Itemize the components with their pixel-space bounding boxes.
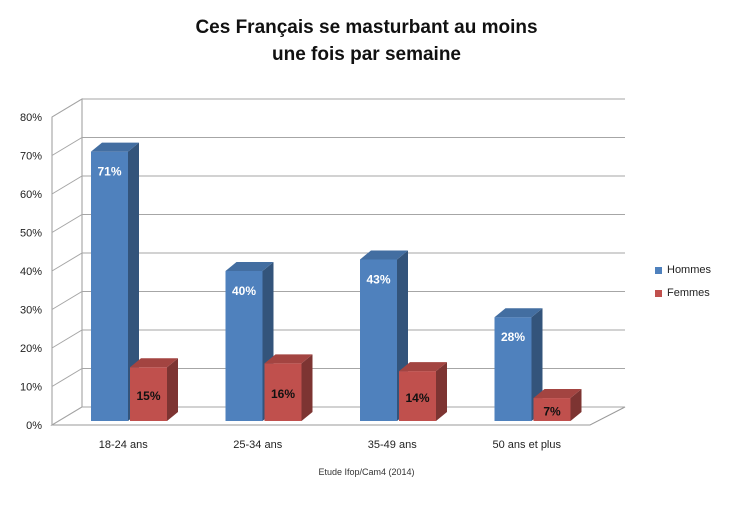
bar-hommes-2 <box>360 259 397 421</box>
gridline <box>51 175 625 195</box>
legend: Hommes Femmes <box>655 262 711 308</box>
bar-top-hommes-3 <box>494 308 543 318</box>
legend-swatch-hommes <box>655 266 662 274</box>
gridline <box>51 329 625 349</box>
y-tick-label: 10% <box>20 382 42 394</box>
legend-label-femmes: Femmes <box>667 287 710 299</box>
bar-top-femmes-1 <box>264 354 313 364</box>
data-label-hommes-2: 43% <box>366 272 390 286</box>
x-tick-label: 25-34 ans <box>233 439 282 451</box>
data-label-hommes-1: 40% <box>232 284 256 298</box>
bar-side-femmes-3 <box>570 389 582 421</box>
y-tick-label: 80% <box>20 112 42 124</box>
bar-hommes-3 <box>494 317 532 421</box>
bar-side-hommes-0 <box>128 142 139 421</box>
data-label-femmes-2: 14% <box>405 391 429 405</box>
y-tick-label: 40% <box>20 266 42 278</box>
legend-swatch-femmes <box>655 289 662 297</box>
data-label-femmes-3: 7% <box>543 405 561 419</box>
bar-hommes-1 <box>225 271 263 421</box>
y-tick-label: 20% <box>20 343 42 355</box>
gridline <box>51 252 625 272</box>
chart-title-line-2: une fois par semaine <box>271 44 461 65</box>
bar-side-femmes-1 <box>301 354 313 421</box>
x-tick-label: 18-24 ans <box>99 439 148 451</box>
chart-title-line-1: Ces Français se masturbant au moins <box>195 17 538 38</box>
gridline <box>51 98 625 118</box>
data-label-femmes-0: 15% <box>136 389 160 403</box>
y-tick-label: 70% <box>20 151 42 163</box>
bar-top-femmes-3 <box>533 389 582 399</box>
bar-top-hommes-0 <box>91 142 139 152</box>
x-tick-label: 35-49 ans <box>368 439 417 451</box>
gridline <box>51 214 625 233</box>
y-tick-label: 30% <box>20 305 42 317</box>
data-label-femmes-1: 16% <box>271 387 295 401</box>
bar-side-femmes-0 <box>167 358 178 421</box>
chart-title: Ces Français se masturbant au moins une … <box>0 14 733 68</box>
bar-hommes-0 <box>91 151 128 421</box>
legend-item-hommes: Hommes <box>655 262 711 278</box>
bar-top-femmes-0 <box>130 358 178 368</box>
bar-top-femmes-2 <box>399 362 447 372</box>
data-label-hommes-3: 28% <box>501 330 525 344</box>
bar-top-hommes-2 <box>360 250 408 260</box>
y-tick-label: 60% <box>20 189 42 201</box>
legend-label-hommes: Hommes <box>667 264 712 276</box>
bar-side-femmes-2 <box>436 362 447 421</box>
bar-femmes-3 <box>533 398 571 421</box>
source-note: Etude Ifop/Cam4 (2014) <box>318 467 415 477</box>
gridline <box>51 291 625 310</box>
bar-femmes-1 <box>264 363 302 421</box>
gridline <box>51 137 625 156</box>
y-tick-label: 50% <box>20 228 42 240</box>
y-tick-label: 0% <box>26 420 42 432</box>
legend-item-femmes: Femmes <box>655 285 711 301</box>
bar-top-hommes-1 <box>225 262 274 271</box>
bar-side-hommes-3 <box>531 308 543 421</box>
data-label-hommes-0: 71% <box>97 165 121 179</box>
x-tick-label: 50 ans et plus <box>493 439 562 451</box>
bar-femmes-0 <box>130 367 167 421</box>
bar-femmes-2 <box>399 371 436 421</box>
